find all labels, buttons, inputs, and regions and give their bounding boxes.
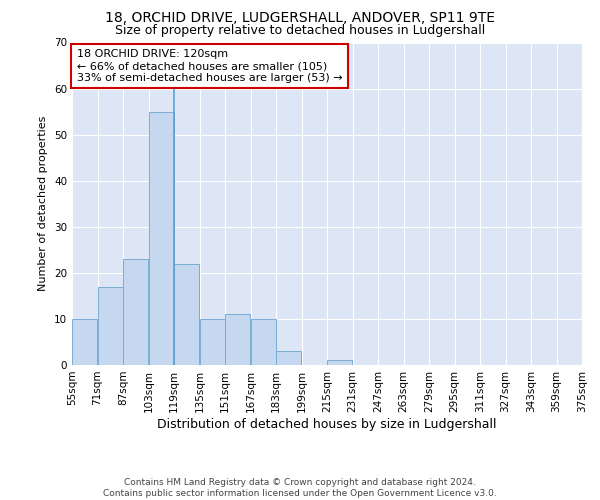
Text: 18, ORCHID DRIVE, LUDGERSHALL, ANDOVER, SP11 9TE: 18, ORCHID DRIVE, LUDGERSHALL, ANDOVER, … [105, 11, 495, 25]
Text: Contains HM Land Registry data © Crown copyright and database right 2024.
Contai: Contains HM Land Registry data © Crown c… [103, 478, 497, 498]
Bar [174, 264, 199, 365]
Bar [199, 319, 224, 365]
Bar [276, 351, 301, 365]
Bar [327, 360, 352, 365]
Y-axis label: Number of detached properties: Number of detached properties [38, 116, 49, 292]
Bar [72, 319, 97, 365]
X-axis label: Distribution of detached houses by size in Ludgershall: Distribution of detached houses by size … [157, 418, 497, 430]
Bar [225, 314, 250, 365]
Text: 18 ORCHID DRIVE: 120sqm
← 66% of detached houses are smaller (105)
33% of semi-d: 18 ORCHID DRIVE: 120sqm ← 66% of detache… [77, 50, 343, 82]
Bar [97, 286, 122, 365]
Text: Size of property relative to detached houses in Ludgershall: Size of property relative to detached ho… [115, 24, 485, 37]
Bar [149, 112, 173, 365]
Bar [123, 259, 148, 365]
Bar [251, 319, 275, 365]
